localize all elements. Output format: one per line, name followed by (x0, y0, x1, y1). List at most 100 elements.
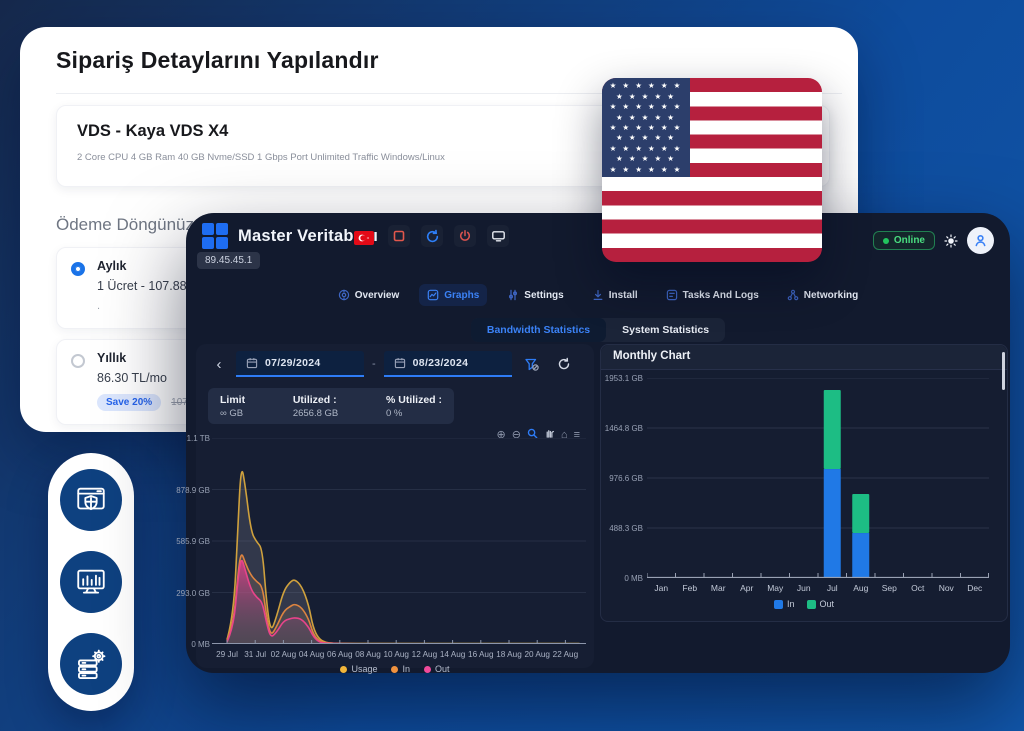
x-tick-label: Feb (682, 583, 698, 593)
window-controls (388, 225, 509, 247)
user-avatar[interactable] (967, 227, 994, 254)
ip-address-badge[interactable]: 89.45.45.1 (197, 252, 261, 269)
y-tick-label: 1.1 TB (186, 434, 210, 443)
x-tick-label: 20 Aug (524, 650, 550, 659)
monthly-x-axis: Jan Feb Mar Apr May Jun Jul Aug Sep Oct Nov Dec (647, 583, 989, 593)
tab-settings[interactable]: Settings (499, 284, 571, 306)
x-tick-label: Jan (654, 583, 669, 593)
legend-item-out[interactable]: Out (424, 664, 450, 674)
date-to-input[interactable]: 08/23/2024 (383, 351, 512, 377)
x-tick-label: 08 Aug (355, 650, 381, 659)
overview-icon (338, 289, 350, 301)
pan-hand-icon[interactable] (544, 428, 555, 442)
chart-toolbar: ⊕ ⊖ ⌂ ≡ (496, 428, 580, 442)
usage-summary-card: Limit ∞ GB Utilized :2656.8 GB % Utilized :… (208, 388, 454, 424)
install-icon (592, 289, 604, 301)
product-specs: 2 Core CPU 4 GB Ram 40 GB Nvme/SSD 1 Gbp… (77, 152, 445, 163)
tab-networking[interactable]: Networking (779, 284, 866, 306)
statistics-tab-group: Bandwidth Statistics System Statistics (470, 318, 726, 342)
bandwidth-x-axis: 29 Jul 31 Jul 02 Aug 04 Aug 06 Aug 08 Aug 10 A… (212, 650, 586, 660)
calendar-icon (394, 358, 405, 369)
server-dashboard-window: Master Veritabanı (176, 213, 1010, 674)
x-tick-label: Jul (826, 583, 838, 593)
y-tick-label: 0 MB (191, 640, 210, 649)
save-badge: Save 20% (97, 394, 162, 411)
bandwidth-chart-svg (212, 438, 586, 644)
date-separator: - (372, 358, 376, 370)
server-gear-icon (60, 633, 122, 695)
x-tick-label: 22 Aug (552, 650, 579, 659)
menu-icon[interactable]: ≡ (573, 428, 580, 441)
stats-monitor-icon (60, 551, 122, 613)
refresh-icon[interactable] (552, 352, 576, 376)
y-tick-label: 585.9 GB (176, 537, 210, 546)
power-button[interactable] (454, 225, 476, 247)
summary-col: Utilized :2656.8 GB (292, 393, 339, 419)
legend-item-usage[interactable]: Usage (340, 664, 377, 674)
panel-titlebar (601, 345, 1007, 370)
tab-graphs[interactable]: Graphs (419, 284, 488, 306)
x-tick-label: 14 Aug (439, 650, 466, 659)
home-reset-icon[interactable]: ⌂ (560, 428, 568, 441)
tab-tasks-and-logs[interactable]: Tasks And Logs (658, 284, 767, 306)
subtab-bandwidth-statistics[interactable]: Bandwidth Statistics (470, 318, 607, 342)
console-button[interactable] (487, 225, 509, 247)
flag-canton: ★ ★ ★ ★ ★ ★ ★ ★ ★ ★ ★ ★ ★ ★ ★ ★ ★ ★ ★ ★ ★ ★… (602, 78, 690, 177)
x-tick-label: Aug (853, 583, 869, 593)
billing-cycle-heading: Ödeme Döngünüz (56, 215, 194, 234)
legend-item-in[interactable]: In (391, 664, 410, 674)
scrollbar-thumb[interactable] (1002, 352, 1005, 390)
usa-flag-image: ★ ★ ★ ★ ★ ★ ★ ★ ★ ★ ★ ★ ★ ★ ★ ★ ★ ★ ★ ★ ★ ★… (602, 78, 822, 262)
y-tick-label: 1953.1 GB (604, 374, 643, 383)
x-tick-label: 12 Aug (411, 650, 438, 659)
graphs-icon (427, 289, 439, 301)
radio-unselected[interactable] (71, 354, 85, 368)
chevron-left-icon[interactable]: ‹ (216, 355, 222, 373)
x-tick-label: 16 Aug (468, 650, 494, 659)
window-title: Master Veritabanı (238, 227, 379, 245)
networking-icon (787, 289, 799, 301)
zoom-in-icon[interactable]: ⊕ (496, 428, 506, 441)
date-from-input[interactable]: 07/29/2024 (236, 351, 364, 377)
online-dot-icon (882, 237, 889, 244)
page-title: Sipariş Detaylarını Yapılandır (56, 47, 379, 73)
summary-col: % Utilized :0 % (385, 393, 442, 419)
x-tick-label: 02 Aug (270, 650, 297, 659)
option-label: Aylık (97, 259, 127, 273)
x-tick-label: Apr (740, 583, 754, 593)
monthly-chart-svg (647, 378, 989, 578)
x-tick-label: 06 Aug (327, 650, 353, 659)
tasks-icon (666, 289, 678, 301)
tab-overview[interactable]: Overview (330, 284, 407, 306)
y-tick-label: 1464.8 GB (604, 424, 643, 433)
legend-item-in[interactable]: In (773, 599, 795, 609)
legend-item-out[interactable]: Out (806, 599, 834, 609)
y-tick-label: 488.3 GB (609, 524, 643, 533)
app-logo-icon (202, 223, 228, 249)
radio-selected[interactable] (71, 262, 85, 276)
nav-tabs: Overview Graphs Settings Install Tasks And L… (186, 284, 1010, 306)
x-tick-label: 10 Aug (383, 650, 409, 659)
x-tick-label: Nov (938, 583, 954, 593)
restart-button[interactable] (421, 225, 443, 247)
theme-toggle-sun-icon[interactable] (944, 233, 958, 248)
monthly-legend: In Out (601, 599, 1007, 609)
tab-install[interactable]: Install (584, 284, 646, 306)
subtab-system-statistics[interactable]: System Statistics (622, 324, 710, 336)
option-label: Yıllık (97, 351, 127, 365)
selection-zoom-icon[interactable] (527, 428, 538, 442)
x-tick-label: Oct (911, 583, 925, 593)
clear-filter-icon[interactable] (520, 352, 544, 376)
y-tick-label: 293.0 GB (176, 588, 210, 598)
x-tick-label: 18 Aug (496, 650, 522, 659)
option-note: . (97, 300, 101, 312)
zoom-out-icon[interactable]: ⊖ (511, 428, 521, 441)
x-tick-label: Jun (796, 583, 811, 593)
calendar-icon (246, 358, 258, 369)
x-tick-label: 29 Jul (216, 650, 238, 659)
product-name: VDS - Kaya VDS X4 (77, 122, 229, 140)
status-badge[interactable]: Online (872, 231, 935, 250)
x-tick-label: 31 Jul (244, 650, 267, 659)
stop-button[interactable] (388, 225, 410, 247)
summary-col: Limit ∞ GB (220, 393, 246, 419)
